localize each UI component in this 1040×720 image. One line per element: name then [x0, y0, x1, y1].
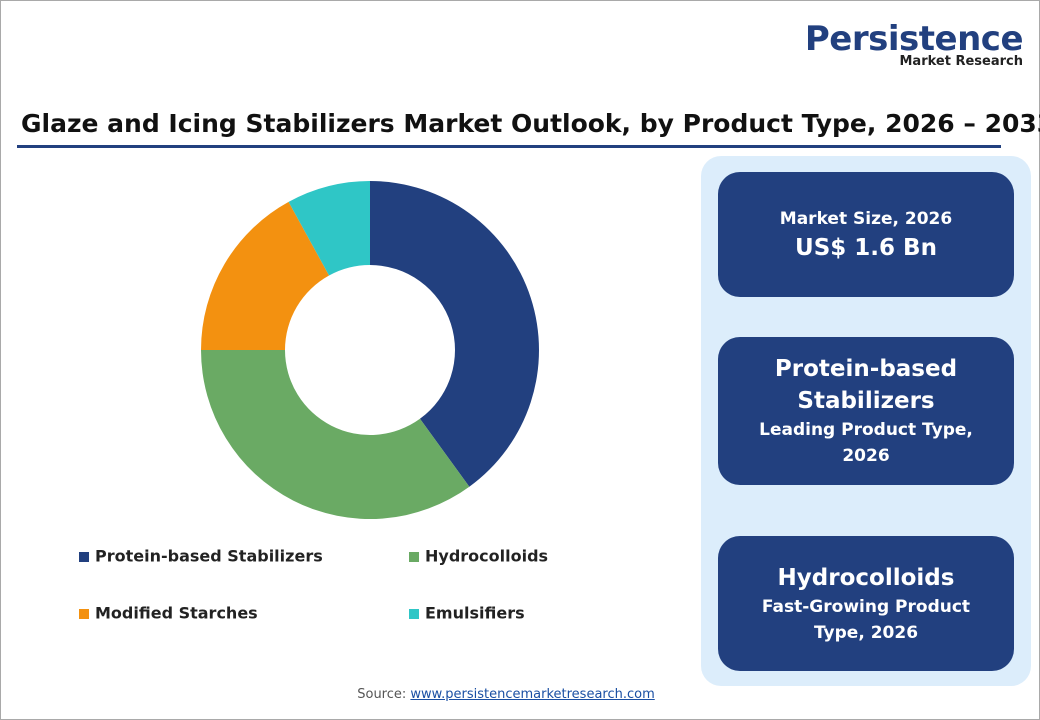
source-label: Source: [357, 687, 407, 702]
donut-slice [201, 201, 330, 350]
legend-swatch [409, 552, 419, 562]
card-value: Leading Product Type, 2026 [759, 420, 973, 466]
legend-swatch [79, 552, 89, 562]
title-rule [17, 145, 1001, 148]
legend-swatch [79, 609, 89, 619]
donut-slice [201, 350, 470, 519]
legend-label: Emulsifiers [425, 604, 525, 623]
chart: Protein-based Stabilizers Hydrocolloids Mo… [79, 181, 548, 623]
donut-slice [370, 181, 539, 487]
card-heading: Hydrocolloids [777, 564, 955, 591]
legend-swatch [409, 609, 419, 619]
legend-label: Protein-based Stabilizers [95, 547, 323, 566]
legend-label: Modified Starches [95, 604, 258, 623]
card: Protein-based Stabilizers Leading Produc… [718, 337, 1014, 485]
source-link[interactable]: www.persistencemarketresearch.com [410, 687, 655, 702]
logo-name: Persistence [804, 19, 1024, 59]
card: Hydrocolloids Fast-Growing Product Type,… [718, 536, 1014, 671]
card-heading: Market Size, 2026 [779, 208, 953, 229]
card-value: US$ 1.6 Bn [795, 234, 937, 261]
card: Market Size, 2026 US$ 1.6 Bn [718, 172, 1014, 297]
card-heading: Protein-based Stabilizers [774, 356, 958, 414]
donut-slice [288, 181, 370, 276]
logo-tagline: Market Research [899, 54, 1024, 69]
card-value: Fast-Growing Product Type, 2026 [761, 596, 971, 643]
source: Source: www.persistencemarketresearch.co… [1, 687, 1011, 702]
chart-title: Glaze and Icing Stabilizers Market Outlo… [21, 109, 1040, 138]
legend-label: Hydrocolloids [425, 547, 548, 566]
